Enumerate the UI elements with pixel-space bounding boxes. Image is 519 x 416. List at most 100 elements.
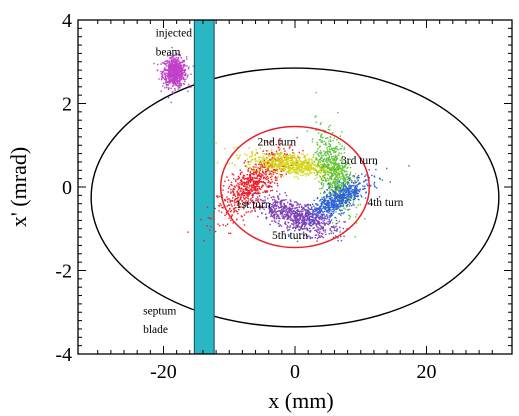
- data-point: [320, 136, 322, 139]
- data-point: [244, 188, 246, 191]
- data-point: [296, 206, 298, 209]
- data-point: [287, 207, 289, 210]
- data-point: [226, 205, 228, 207]
- data-point: [304, 218, 306, 220]
- data-point: [171, 58, 173, 60]
- data-point: [350, 197, 352, 199]
- data-point: [333, 169, 335, 171]
- data-point: [289, 161, 292, 164]
- data-point: [277, 165, 279, 167]
- data-point: [348, 201, 351, 204]
- data-point: [258, 195, 261, 197]
- data-point: [288, 206, 291, 208]
- data-point: [301, 228, 303, 230]
- data-point: [285, 205, 287, 208]
- data-point: [298, 221, 300, 223]
- data-point: [173, 67, 175, 69]
- data-point: [337, 193, 339, 195]
- data-point: [273, 155, 275, 157]
- data-point: [179, 61, 182, 64]
- data-point: [345, 189, 347, 192]
- data-point: [308, 207, 310, 210]
- data-point: [290, 164, 292, 167]
- data-point: [249, 161, 252, 163]
- data-point: [265, 216, 267, 218]
- data-point: [271, 199, 274, 201]
- data-point: [331, 186, 333, 188]
- data-point: [336, 157, 338, 160]
- data-point: [306, 167, 308, 169]
- data-point: [347, 162, 349, 165]
- data-point: [350, 186, 352, 188]
- data-point: [287, 221, 289, 224]
- data-point: [348, 179, 351, 182]
- data-point: [342, 201, 344, 203]
- data-point: [175, 73, 178, 76]
- data-point: [248, 194, 250, 196]
- data-point: [233, 207, 235, 210]
- data-point: [279, 155, 282, 157]
- data-point: [225, 213, 228, 215]
- data-point: [340, 176, 342, 178]
- data-point: [182, 65, 185, 68]
- data-point: [247, 198, 250, 200]
- data-point: [179, 72, 182, 75]
- data-point: [338, 207, 340, 209]
- data-point: [241, 180, 243, 182]
- data-point: [278, 198, 280, 200]
- data-point: [330, 206, 332, 208]
- data-point: [238, 187, 241, 190]
- data-point: [357, 179, 359, 181]
- data-point: [295, 170, 297, 173]
- data-point: [334, 193, 336, 195]
- data-point: [162, 85, 164, 87]
- data-point: [313, 227, 315, 229]
- data-point: [336, 228, 338, 231]
- data-point: [280, 203, 282, 205]
- data-point: [329, 145, 332, 147]
- data-point: [328, 185, 330, 187]
- data-point: [335, 178, 338, 181]
- data-point: [172, 71, 174, 73]
- data-point: [267, 205, 270, 207]
- data-point: [265, 184, 267, 186]
- data-point: [298, 165, 301, 167]
- data-point: [254, 153, 257, 155]
- data-point: [179, 65, 182, 68]
- data-point: [215, 142, 217, 144]
- data-point: [231, 205, 233, 207]
- data-point: [313, 205, 315, 207]
- data-point: [317, 214, 320, 216]
- data-point: [179, 85, 181, 87]
- data-point: [267, 162, 269, 164]
- data-point: [337, 184, 340, 186]
- data-point: [273, 169, 275, 171]
- data-point: [254, 170, 256, 172]
- data-point: [314, 165, 317, 168]
- data-point: [347, 194, 349, 197]
- data-point: [271, 189, 274, 192]
- data-point: [345, 187, 347, 190]
- data-point: [264, 201, 266, 203]
- data-point: [341, 162, 343, 164]
- data-point: [246, 189, 248, 192]
- data-point: [296, 215, 298, 218]
- data-point: [258, 163, 260, 166]
- data-point: [319, 231, 321, 233]
- data-point: [221, 206, 223, 209]
- data-point: [324, 170, 326, 172]
- data-point: [354, 197, 356, 199]
- data-point: [251, 176, 253, 179]
- data-point: [287, 201, 289, 204]
- data-point: [316, 176, 318, 179]
- data-point: [362, 188, 364, 190]
- data-point: [296, 155, 299, 157]
- data-point: [279, 148, 282, 150]
- data-point: [316, 173, 318, 176]
- data-point: [295, 166, 298, 168]
- data-point: [305, 211, 307, 214]
- data-point: [229, 200, 232, 202]
- data-point: [248, 147, 250, 149]
- data-point: [325, 144, 327, 146]
- annotation: injected: [156, 28, 193, 40]
